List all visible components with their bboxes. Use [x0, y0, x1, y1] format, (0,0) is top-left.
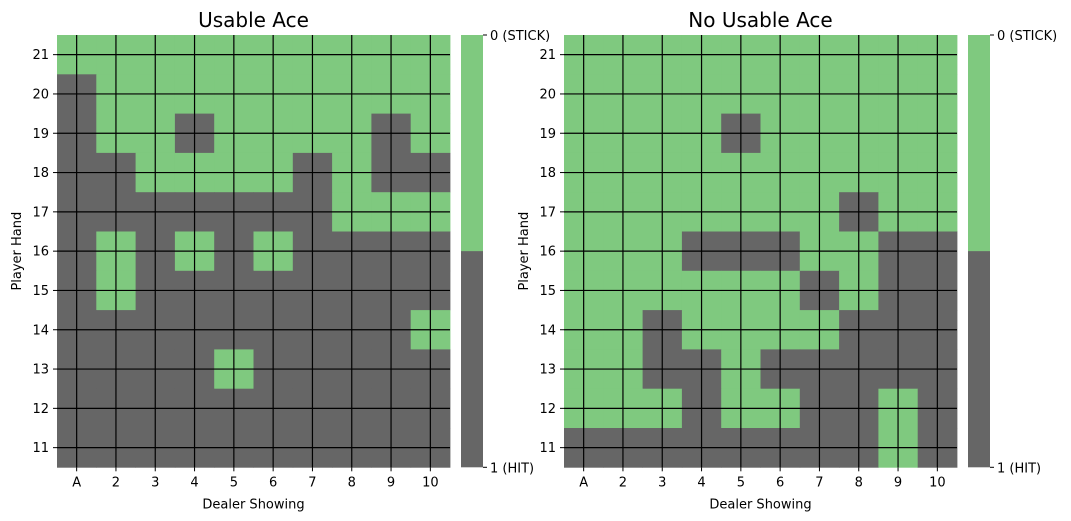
y-tick-label: 17: [32, 205, 49, 220]
colorbar-top-label: 0 (STICK): [490, 29, 550, 44]
y-tick-label: 12: [539, 402, 556, 417]
x-tick-label: 4: [697, 475, 705, 490]
x-tick-label: A: [72, 475, 81, 490]
colorbar-bottom-label: 1 (HIT): [490, 461, 534, 476]
x-axis-label: Dealer Showing: [202, 497, 304, 512]
colorbar-hit-segment: [968, 251, 990, 468]
colorbar-stick-segment: [461, 35, 483, 252]
y-tick-label: 11: [32, 441, 49, 456]
y-tick-label: 16: [539, 245, 556, 260]
y-axis-label: Player Hand: [517, 212, 532, 291]
colorbar-hit-segment: [461, 251, 483, 468]
y-tick-label: 17: [539, 205, 556, 220]
y-axis-label: Player Hand: [10, 212, 25, 291]
x-tick-label: 5: [737, 475, 745, 490]
y-tick-label: 21: [32, 48, 49, 63]
x-tick-label: 9: [387, 475, 395, 490]
x-tick-label: 2: [112, 475, 120, 490]
chart-title: Usable Ace: [198, 8, 309, 32]
x-tick-label: 9: [894, 475, 902, 490]
chart-title: No Usable Ace: [688, 8, 832, 32]
y-tick-label: 20: [539, 87, 556, 102]
y-tick-label: 18: [539, 166, 556, 181]
y-tick-label: 19: [539, 127, 556, 142]
x-tick-label: 8: [855, 475, 863, 490]
y-tick-label: 14: [32, 323, 49, 338]
y-tick-label: 12: [32, 402, 49, 417]
x-axis-label: Dealer Showing: [709, 497, 811, 512]
x-tick-label: A: [579, 475, 588, 490]
y-tick-label: 11: [539, 441, 556, 456]
x-tick-label: 5: [230, 475, 238, 490]
colorbar-stick-segment: [968, 35, 990, 252]
y-tick-label: 15: [32, 284, 49, 299]
x-tick-label: 3: [151, 475, 159, 490]
y-tick-label: 14: [539, 323, 556, 338]
colorbar-top-label: 0 (STICK): [997, 29, 1057, 44]
x-tick-label: 7: [308, 475, 316, 490]
y-tick-label: 19: [32, 127, 49, 142]
y-tick-label: 20: [32, 87, 49, 102]
x-tick-label: 4: [190, 475, 198, 490]
y-tick-label: 21: [539, 48, 556, 63]
colorbar-bottom-label: 1 (HIT): [997, 461, 1041, 476]
y-tick-label: 15: [539, 284, 556, 299]
x-tick-label: 2: [619, 475, 627, 490]
y-tick-label: 18: [32, 166, 49, 181]
x-tick-label: 3: [658, 475, 666, 490]
x-tick-label: 6: [776, 475, 784, 490]
x-tick-label: 7: [815, 475, 823, 490]
x-tick-label: 6: [269, 475, 277, 490]
x-tick-label: 10: [422, 475, 439, 490]
y-tick-label: 16: [32, 245, 49, 260]
y-tick-label: 13: [32, 363, 49, 378]
y-tick-label: 13: [539, 363, 556, 378]
x-tick-label: 8: [348, 475, 356, 490]
x-tick-label: 10: [929, 475, 946, 490]
